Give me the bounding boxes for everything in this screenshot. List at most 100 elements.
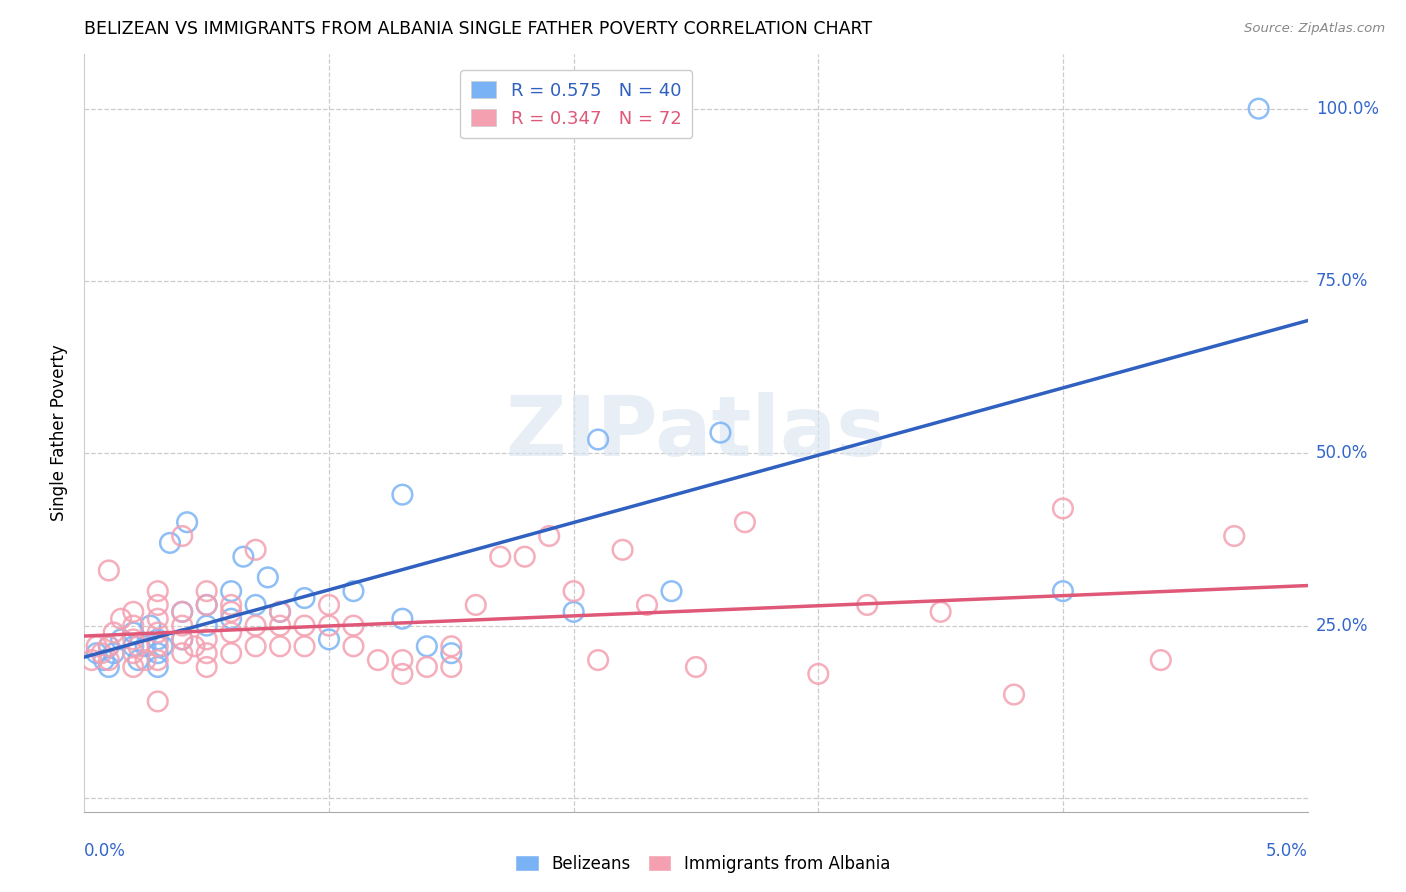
Point	[538, 529, 561, 543]
Point	[342, 584, 364, 599]
Point	[440, 640, 463, 654]
Point	[562, 605, 585, 619]
Point	[172, 632, 194, 647]
Point	[146, 646, 169, 660]
Point	[440, 646, 463, 660]
Point	[122, 618, 145, 632]
Point	[245, 542, 267, 557]
Point	[183, 640, 205, 654]
Point	[929, 605, 952, 619]
Point	[219, 646, 242, 660]
Point	[391, 653, 413, 667]
Point	[80, 653, 103, 667]
Point	[685, 660, 707, 674]
Point	[734, 515, 756, 529]
Point	[294, 618, 316, 632]
Point	[269, 640, 291, 654]
Point	[122, 625, 145, 640]
Point	[152, 640, 174, 654]
Point	[195, 646, 218, 660]
Point	[195, 618, 218, 632]
Point	[219, 605, 242, 619]
Point	[122, 660, 145, 674]
Point	[146, 584, 169, 599]
Point	[122, 605, 145, 619]
Point	[146, 660, 169, 674]
Text: 5.0%: 5.0%	[1265, 842, 1308, 860]
Point	[90, 646, 112, 660]
Text: BELIZEAN VS IMMIGRANTS FROM ALBANIA SINGLE FATHER POVERTY CORRELATION CHART: BELIZEAN VS IMMIGRANTS FROM ALBANIA SING…	[84, 21, 873, 38]
Point	[294, 640, 316, 654]
Text: 75.0%: 75.0%	[1316, 272, 1368, 290]
Point	[159, 536, 181, 550]
Point	[172, 632, 194, 647]
Point	[135, 640, 157, 654]
Point	[636, 598, 658, 612]
Legend: Belizeans, Immigrants from Albania: Belizeans, Immigrants from Albania	[509, 848, 897, 880]
Point	[440, 660, 463, 674]
Point	[1052, 584, 1074, 599]
Point	[86, 646, 108, 660]
Point	[489, 549, 512, 564]
Point	[86, 640, 108, 654]
Point	[342, 640, 364, 654]
Point	[176, 515, 198, 529]
Point	[269, 605, 291, 619]
Point	[146, 612, 169, 626]
Point	[139, 618, 162, 632]
Point	[1052, 501, 1074, 516]
Point	[1223, 529, 1246, 543]
Point	[257, 570, 280, 584]
Point	[97, 640, 120, 654]
Point	[586, 653, 609, 667]
Point	[103, 625, 125, 640]
Point	[110, 632, 132, 647]
Point	[172, 646, 194, 660]
Point	[97, 640, 120, 654]
Point	[612, 542, 634, 557]
Point	[97, 660, 120, 674]
Point	[562, 584, 585, 599]
Text: ZIPatlas: ZIPatlas	[506, 392, 886, 473]
Point	[122, 646, 145, 660]
Text: 0.0%: 0.0%	[84, 842, 127, 860]
Point	[97, 564, 120, 578]
Point	[318, 618, 340, 632]
Point	[1150, 653, 1173, 667]
Point	[513, 549, 536, 564]
Point	[172, 605, 194, 619]
Point	[172, 529, 194, 543]
Point	[318, 598, 340, 612]
Point	[391, 488, 413, 502]
Point	[661, 584, 683, 599]
Point	[110, 612, 132, 626]
Point	[391, 612, 413, 626]
Point	[97, 653, 120, 667]
Point	[709, 425, 731, 440]
Point	[146, 632, 169, 647]
Legend: R = 0.575   N = 40, R = 0.347   N = 72: R = 0.575 N = 40, R = 0.347 N = 72	[460, 70, 693, 138]
Point	[219, 584, 242, 599]
Point	[146, 598, 169, 612]
Point	[146, 640, 169, 654]
Point	[416, 660, 439, 674]
Point	[135, 653, 157, 667]
Point	[127, 640, 149, 654]
Text: 100.0%: 100.0%	[1316, 100, 1379, 118]
Point	[856, 598, 879, 612]
Point	[172, 605, 194, 619]
Point	[219, 625, 242, 640]
Y-axis label: Single Father Poverty: Single Father Poverty	[51, 344, 69, 521]
Point	[269, 605, 291, 619]
Point	[195, 632, 218, 647]
Point	[122, 632, 145, 647]
Point	[93, 653, 115, 667]
Point	[245, 618, 267, 632]
Point	[245, 640, 267, 654]
Point	[367, 653, 389, 667]
Point	[586, 433, 609, 447]
Point	[245, 598, 267, 612]
Point	[416, 640, 439, 654]
Point	[464, 598, 486, 612]
Point	[391, 666, 413, 681]
